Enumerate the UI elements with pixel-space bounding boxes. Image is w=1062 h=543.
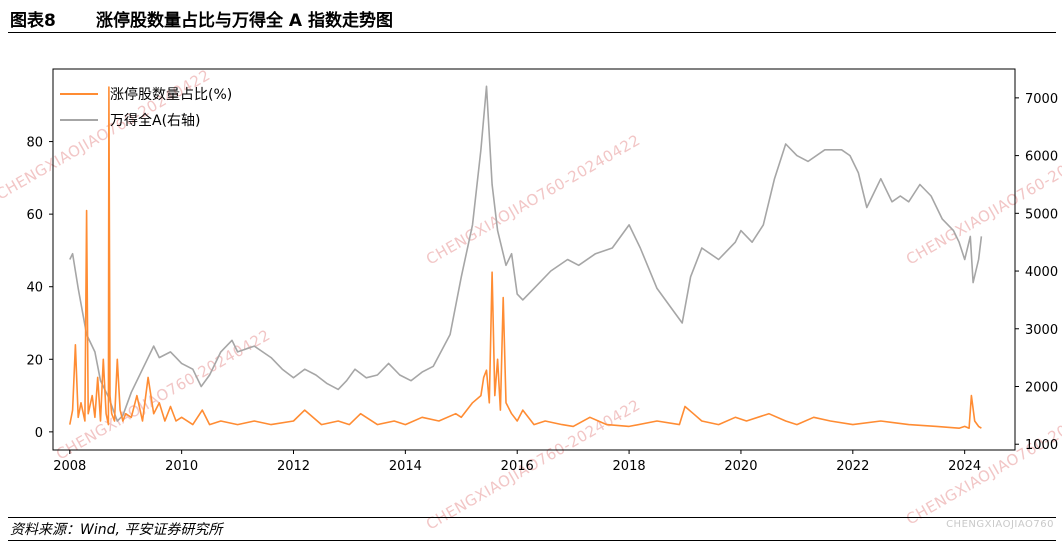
y-left-tick-label: 0	[35, 426, 43, 441]
y-axis-right: 1000 2000 3000 4000 5000 6000 7000	[1015, 92, 1058, 453]
y-right-tick-label: 5000	[1025, 207, 1058, 222]
x-tick-label: 2016	[501, 459, 534, 474]
y-left-tick-label: 40	[26, 281, 43, 296]
watermark-text: CHENGXIAOJIAO760-20240422	[903, 391, 1062, 529]
x-tick-label: 2020	[724, 459, 757, 474]
x-axis: 2008 2010 2012 2014 2016 2018 2020 2022 2024	[53, 450, 981, 474]
y-right-tick-label: 3000	[1025, 323, 1058, 338]
series-line-limit-up-ratio	[69, 86, 982, 430]
x-tick-label: 2022	[836, 459, 869, 474]
x-tick-label: 2024	[948, 459, 981, 474]
y-right-tick-label: 7000	[1025, 92, 1058, 107]
legend-label: 涨停股数量占比(%)	[110, 86, 232, 103]
legend: 涨停股数量占比(%) 万得全A(右轴)	[60, 86, 232, 129]
y-right-tick-label: 2000	[1025, 381, 1058, 396]
x-tick-label: 2012	[277, 459, 310, 474]
legend-label: 万得全A(右轴)	[110, 112, 201, 129]
x-tick-label: 2008	[53, 459, 86, 474]
y-right-tick-label: 6000	[1025, 150, 1058, 165]
y-right-tick-label: 4000	[1025, 265, 1058, 280]
source-note: 资料来源：Wind, 平安证券研究所	[10, 522, 223, 538]
figure-title: 涨停股数量占比与万得全 A 指数走势图	[96, 11, 393, 31]
y-left-tick-label: 60	[26, 208, 43, 223]
figure-number: 图表8	[10, 11, 56, 31]
plot-frame	[52, 68, 1016, 451]
y-left-tick-label: 20	[26, 353, 43, 368]
series-line-wind-all-a	[69, 85, 983, 422]
footer-divider	[8, 517, 1056, 518]
y-left-tick-label: 80	[26, 136, 43, 151]
y-right-tick-label: 1000	[1025, 438, 1058, 453]
figure-header: 图表8 涨停股数量占比与万得全 A 指数走势图	[8, 0, 1056, 33]
x-tick-label: 2018	[613, 459, 646, 474]
x-tick-label: 2014	[389, 459, 422, 474]
y-axis-left: 0 20 40 60 80	[26, 136, 53, 441]
corner-watermark: CHENGXIAOJIAO760	[946, 519, 1054, 530]
x-tick-label: 2010	[165, 459, 198, 474]
series-layer	[69, 85, 983, 430]
footer-bottom-divider	[8, 540, 1056, 541]
